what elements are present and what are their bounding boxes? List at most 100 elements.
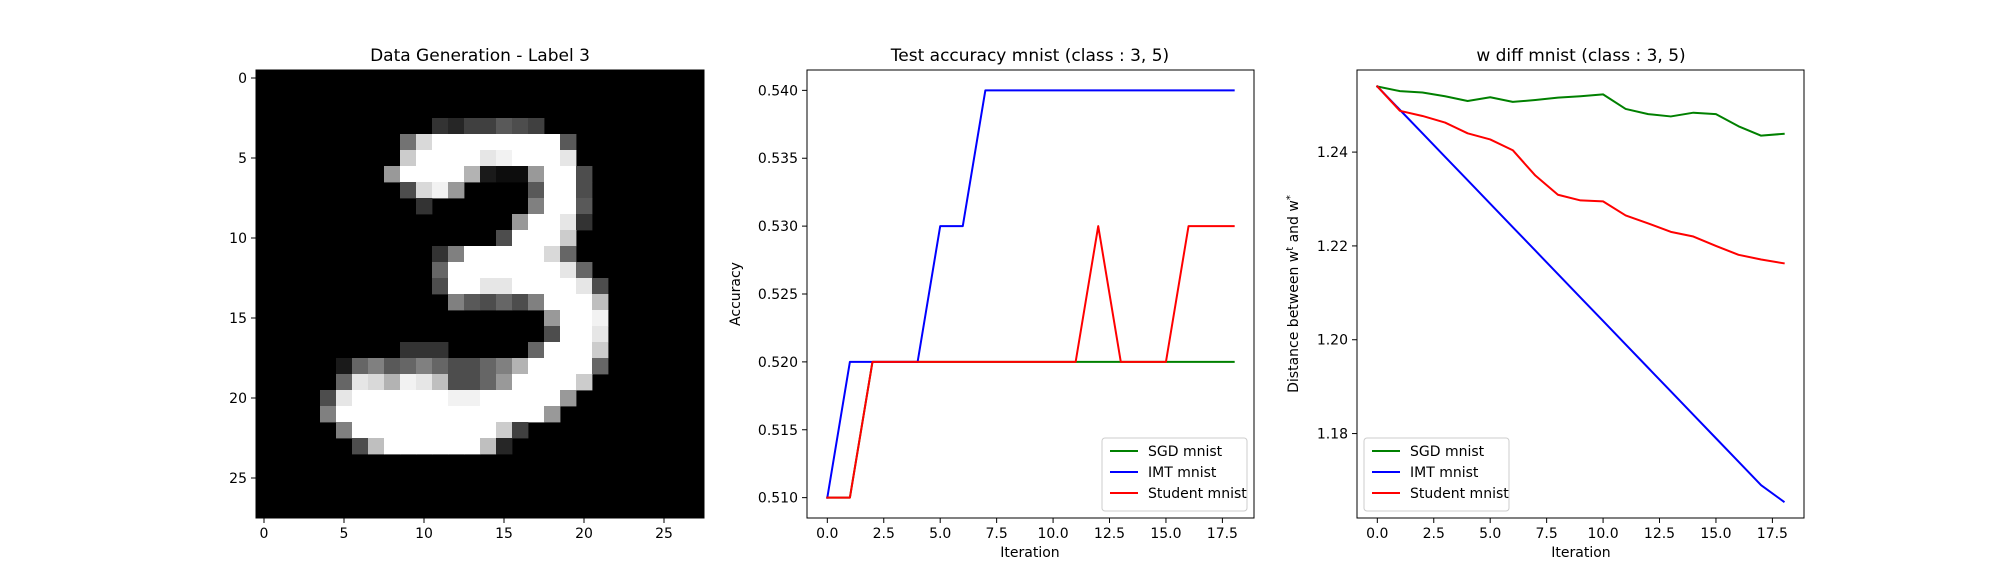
pixel — [560, 294, 577, 311]
pixel — [336, 390, 353, 407]
pixel — [528, 374, 545, 391]
pixel — [400, 422, 417, 439]
test-accuracy-ticks: 0.0 2.5 5.0 7.5 10.0 12.5 15.0 17.5 0.510 0.515 0.… — [758, 83, 1238, 542]
pixel — [384, 358, 401, 375]
x-tick-label: 15.0 — [1700, 526, 1731, 542]
x-tick-label: 7.5 — [1536, 526, 1558, 542]
pixel — [480, 278, 497, 295]
pixel — [592, 358, 609, 375]
y-tick-label: 1.24 — [1317, 145, 1348, 161]
pixel — [352, 438, 369, 455]
pixel — [432, 150, 449, 167]
legend-box — [1101, 437, 1248, 512]
pixel — [432, 358, 449, 375]
x-tick-label: 25 — [655, 526, 673, 542]
pixel — [528, 246, 545, 263]
x-tick-label: 10.0 — [1037, 526, 1068, 542]
pixel — [416, 182, 433, 199]
pixel — [448, 406, 465, 423]
y-tick-label: 0.540 — [758, 83, 798, 99]
pixel — [448, 166, 465, 183]
pixel — [448, 294, 465, 311]
pixel — [560, 358, 577, 375]
pixel — [384, 438, 401, 455]
pixel — [400, 134, 417, 151]
pixel — [544, 182, 561, 199]
pixel — [560, 182, 577, 199]
pixel — [432, 342, 449, 359]
pixel — [448, 438, 465, 455]
pixel — [448, 134, 465, 151]
pixel — [464, 358, 481, 375]
pixel — [496, 422, 513, 439]
pixel — [496, 230, 513, 247]
x-tick-label: 20 — [575, 526, 593, 542]
pixel — [448, 262, 465, 279]
pixel — [432, 422, 449, 439]
pixel — [448, 278, 465, 295]
pixel — [416, 374, 433, 391]
pixel — [496, 246, 513, 263]
pixel — [368, 390, 385, 407]
series-line-student-mnist — [826, 225, 1235, 499]
pixel — [480, 438, 497, 455]
pixel — [480, 358, 497, 375]
w-diff-ylabel: Distance between wt and w* — [1285, 195, 1303, 393]
pixel — [416, 198, 433, 215]
pixel — [384, 406, 401, 423]
pixel — [432, 374, 449, 391]
pixel — [368, 438, 385, 455]
x-tick-label: 17.5 — [1757, 526, 1788, 542]
pixel — [576, 294, 593, 311]
pixel — [544, 374, 561, 391]
pixel — [496, 150, 513, 167]
pixel — [432, 118, 449, 135]
pixel — [528, 406, 545, 423]
pixel — [448, 390, 465, 407]
pixel — [352, 406, 369, 423]
pixel — [512, 406, 529, 423]
series-line-sgd-mnist — [1376, 85, 1785, 137]
pixel — [512, 166, 529, 183]
pixel — [560, 214, 577, 231]
series-line-student-mnist — [1375, 85, 1785, 265]
pixel — [528, 278, 545, 295]
w-diff-ylabel-mid: and w — [1286, 200, 1302, 247]
pixel — [464, 374, 481, 391]
pixel — [576, 326, 593, 343]
pixel — [528, 182, 545, 199]
pixel — [480, 150, 497, 167]
data-generation-ticks: 0 5 10 15 20 25 0 5 10 15 20 25 — [229, 71, 673, 542]
pixel — [416, 438, 433, 455]
pixel — [512, 390, 529, 407]
x-tick-label: 7.5 — [986, 526, 1008, 542]
legend-label: SGD mnist — [1410, 444, 1485, 460]
legend-label: IMT mnist — [1148, 465, 1217, 481]
pixel — [544, 342, 561, 359]
pixel — [544, 230, 561, 247]
x-tick-label: 10 — [415, 526, 433, 542]
x-tick-label: 2.5 — [873, 526, 895, 542]
pixel — [464, 294, 481, 311]
x-tick-label: 0.0 — [1366, 526, 1388, 542]
pixel — [400, 150, 417, 167]
y-tick-label: 0.530 — [758, 219, 798, 235]
pixel — [560, 262, 577, 279]
x-tick-label: 15 — [495, 526, 513, 542]
pixel — [592, 326, 609, 343]
pixel — [448, 150, 465, 167]
pixel — [400, 358, 417, 375]
pixel — [576, 262, 593, 279]
y-tick-label: 0.525 — [758, 287, 798, 303]
pixel — [544, 214, 561, 231]
pixel — [400, 390, 417, 407]
pixel — [400, 166, 417, 183]
w-diff-legend: SGD mnist IMT mnist Student mnist — [1363, 437, 1510, 512]
w-diff-axes-frame — [1356, 69, 1805, 519]
pixel — [416, 422, 433, 439]
pixel — [432, 406, 449, 423]
x-tick-label: 5 — [340, 526, 349, 542]
x-tick-label: 10.0 — [1587, 526, 1618, 542]
series-line-imt-mnist — [1375, 85, 1786, 503]
pixel — [560, 310, 577, 327]
